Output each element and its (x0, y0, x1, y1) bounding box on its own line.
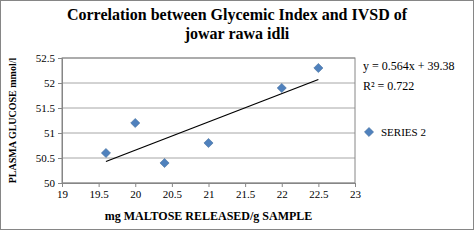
trend-line (106, 80, 318, 162)
legend-label: SERIES 2 (381, 126, 426, 138)
x-tick-mark (318, 183, 319, 187)
y-tick: 51 (44, 127, 62, 139)
x-axis-line (63, 184, 356, 188)
x-tick: 20 (130, 183, 142, 200)
y-tick-label: 52 (44, 77, 55, 89)
y-axis-line (58, 59, 63, 184)
plot-marks (101, 63, 323, 167)
x-tick-label: 21 (204, 188, 215, 200)
data-point (101, 148, 110, 157)
y-tick-label: 50 (44, 177, 56, 189)
y-tick-label: 50.5 (36, 152, 56, 164)
x-tick: 21 (204, 183, 215, 200)
plot-frame (62, 58, 355, 183)
x-tick-mark (172, 183, 173, 187)
y-tick-mark (58, 158, 62, 159)
y-tick-mark (58, 108, 62, 109)
legend: SERIES 2 (364, 126, 426, 138)
y-tick: 52 (44, 77, 62, 89)
y-axis-title: PLASMA GLUCOSE mmol/l (7, 58, 18, 184)
y-tick-mark (58, 83, 62, 84)
x-tick-mark (135, 183, 136, 187)
y-axis: 50 50.5 51 51.5 52 52.5 (36, 52, 63, 189)
y-tick-label: 52.5 (36, 52, 56, 64)
x-tick: 19 (57, 183, 69, 200)
grid-line (62, 133, 355, 134)
x-tick-mark (355, 183, 356, 187)
x-tick: 22.5 (309, 183, 329, 200)
x-axis: 19 19.5 20 20.5 21 21.5 22 22.5 23 (57, 183, 362, 200)
data-point (204, 138, 213, 147)
x-tick-label: 21.5 (236, 188, 256, 200)
annotation: R² = 0.722 (363, 79, 414, 93)
grid-line (62, 108, 355, 109)
x-tick: 21.5 (236, 183, 256, 200)
chart-title-line: Correlation between Glycemic Index and I… (67, 6, 408, 24)
grid (62, 58, 355, 183)
y-tick: 50.5 (36, 152, 62, 164)
y-tick-label: 51.5 (36, 102, 56, 114)
x-tick-label: 19 (57, 188, 69, 200)
y-tick-label: 51 (44, 127, 55, 139)
x-tick-mark (209, 183, 210, 187)
x-tick-label: 19.5 (90, 188, 110, 200)
x-tick-mark (245, 183, 246, 187)
x-tick: 22 (277, 183, 288, 200)
x-tick-label: 20.5 (163, 188, 183, 200)
chart-title-line: jowar rawa idli (184, 25, 290, 43)
x-tick: 19.5 (90, 183, 110, 200)
data-point (160, 158, 169, 167)
x-axis-title: mg MALTOSE RELEASED/g SAMPLE (105, 209, 313, 223)
y-tick-mark (58, 183, 62, 184)
chart-title: Correlation between Glycemic Index and I… (67, 6, 408, 43)
annotation: y = 0.564x + 39.38 (363, 59, 455, 73)
data-point (277, 83, 286, 92)
y-tick-mark (58, 133, 62, 134)
x-tick-mark (282, 183, 283, 187)
x-tick: 20.5 (163, 183, 183, 200)
x-tick: 23 (350, 183, 362, 200)
data-point (314, 63, 323, 72)
x-tick-label: 22.5 (309, 188, 329, 200)
x-tick-label: 20 (130, 188, 142, 200)
y-tick-mark (58, 58, 62, 59)
y-tick: 52.5 (36, 52, 62, 64)
x-tick-label: 23 (350, 188, 362, 200)
y-tick: 51.5 (36, 102, 62, 114)
chart: 19 19.5 20 20.5 21 21.5 22 22.5 23 50 50.5 51 51.5 52… (0, 0, 474, 230)
chart-frame (1, 1, 474, 230)
legend-symbol (364, 127, 373, 136)
x-tick-label: 22 (277, 188, 288, 200)
x-tick-mark (99, 183, 100, 187)
y-tick: 50 (44, 177, 62, 189)
data-point (131, 118, 140, 127)
